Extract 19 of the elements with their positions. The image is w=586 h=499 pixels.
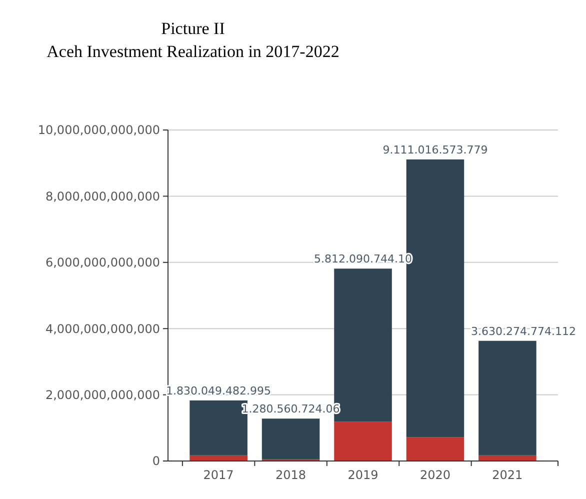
x-tick-label: 2020	[420, 468, 450, 482]
total-label: 3.630.274.774.112	[471, 324, 576, 338]
chart-subtitle: Aceh Investment Realization in 2017-2022	[46, 42, 340, 61]
y-tick-label: 6,000,000,000,000	[45, 256, 160, 270]
bar	[406, 437, 464, 461]
bar	[262, 418, 320, 460]
y-tick-label: 0	[152, 454, 160, 468]
x-tick-label: 2017	[203, 468, 234, 482]
bar	[334, 422, 392, 461]
total-label: 9.111.016.573.779	[382, 143, 488, 156]
bar	[478, 340, 536, 456]
x-tick-label: 2021	[492, 468, 523, 482]
x-tick-label: 2019	[348, 468, 378, 482]
y-tick-label: 10,000,000,000,000	[38, 123, 160, 138]
x-tick-label: 2018	[276, 468, 306, 482]
y-tick-label: 4,000,000,000,000	[45, 322, 160, 336]
chart-title: Picture II	[161, 19, 226, 38]
y-tick-label: 8,000,000,000,000	[45, 189, 160, 204]
y-tick-label: 2,000,000,000,000	[45, 388, 160, 402]
